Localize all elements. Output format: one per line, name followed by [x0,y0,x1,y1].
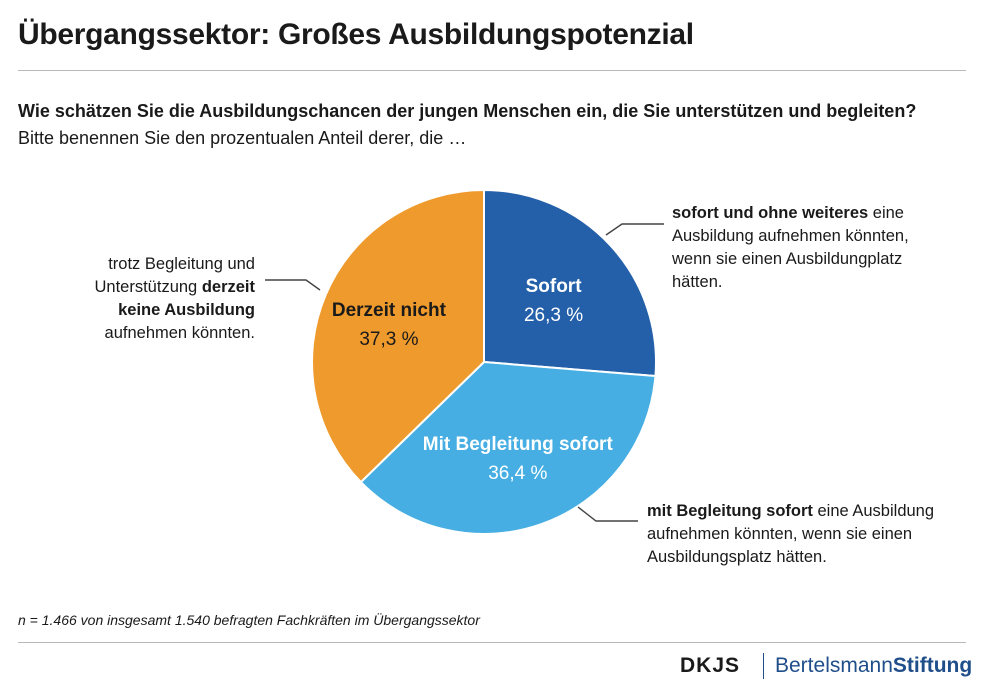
dkjs-logo: DKJS [680,654,741,677]
annotation-sofort: sofort und ohne weiteres eine Ausbildung… [672,202,937,294]
annotation-derzeit-nicht-line1: trotz Begleitung und [108,255,255,273]
annotation-derzeit-nicht-bold2: keine Ausbildung [118,301,255,319]
slice-label-derzeit-nicht: Derzeit nicht [332,300,447,321]
annotation-sofort-line3: wenn sie einen Ausbildungplatz [672,250,903,268]
pie-slice-mit-begleitung [359,360,657,535]
leader-line-mit-begleitung [577,506,638,522]
sample-size-note: n = 1.466 von insgesamt 1.540 befragten … [18,612,480,628]
annotation-sofort-bold: sofort und ohne weiteres [672,204,869,222]
bertelsmann-stiftung-logo: BertelsmannStiftung [775,654,972,678]
annotation-mit-begleitung-line2: aufnehmen könnten, wenn sie einen [647,525,913,543]
annotation-sofort-line2: Ausbildung aufnehmen könnten, [672,227,909,245]
slice-label-sofort: Sofort [526,276,583,297]
top-divider [18,70,966,71]
survey-question: Wie schätzen Sie die Ausbildungschancen … [18,101,917,121]
annotation-sofort-rest: eine [868,204,904,222]
slice-value-sofort: 26,3 % [524,305,583,326]
pie-slice-derzeit-nicht [311,188,485,484]
logo-bs-plain: Bertelsmann [775,654,893,677]
annotation-sofort-line4: hätten. [672,273,723,291]
annotation-mit-begleitung: mit Begleitung sofort eine Ausbildung au… [647,500,947,569]
survey-instruction: Bitte benennen Sie den prozentualen Ante… [18,128,467,148]
annotation-derzeit-nicht-line4: aufnehmen könnten. [104,324,255,342]
slice-labels: Sofort 26,3 % Mit Begleitung sofort 36,4 % D… [332,276,614,484]
pie-slice-sofort [483,188,657,378]
bottom-divider [18,642,966,643]
annotation-mit-begleitung-bold: mit Begleitung sofort [647,502,813,520]
leader-line-sofort [605,223,664,236]
annotation-derzeit-nicht-line2: Unterstützung [94,278,202,296]
annotation-derzeit-nicht-bold1: derzeit [201,278,255,296]
annotation-mit-begleitung-line3: Ausbildungsplatz hätten. [647,548,827,566]
page-title: Übergangssektor: Großes Ausbildungspoten… [18,18,694,51]
slice-value-mit-begleitung: 36,4 % [488,463,547,484]
slice-value-derzeit-nicht: 37,3 % [359,329,418,350]
annotation-derzeit-nicht: trotz Begleitung und Unterstützung derze… [60,253,256,345]
slice-label-mit-begleitung: Mit Begleitung sofort [423,434,614,455]
leader-lines [265,223,664,522]
logo-bs-bold: Stiftung [892,654,973,677]
logo-separator [763,653,764,679]
annotation-mit-begleitung-rest: eine Ausbildung [812,502,935,520]
leader-line-derzeit-nicht [265,279,321,291]
pie-slices [311,188,657,535]
